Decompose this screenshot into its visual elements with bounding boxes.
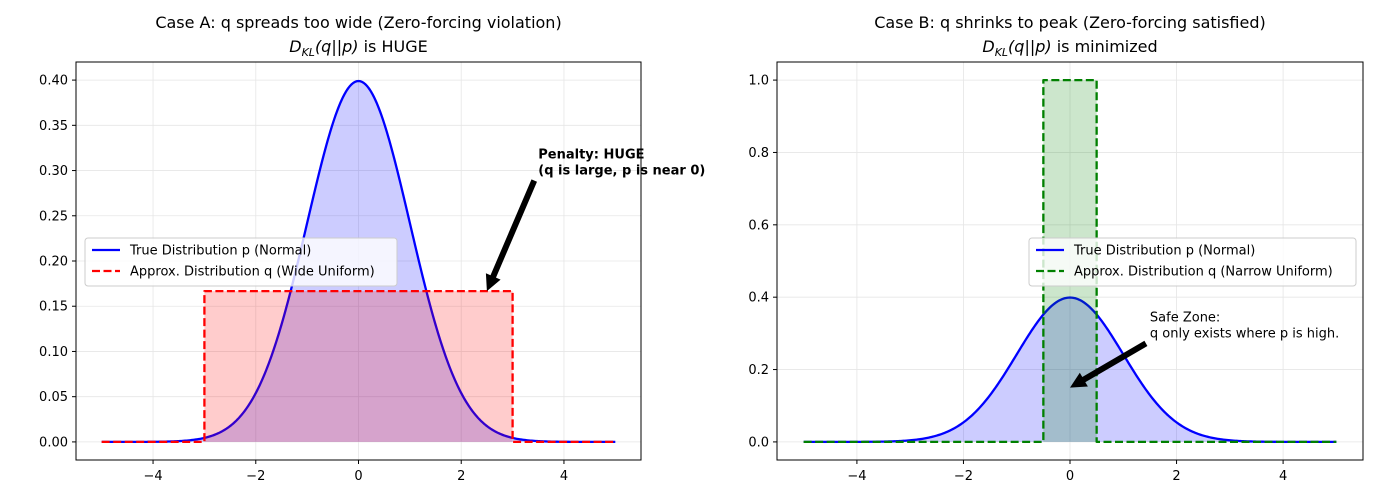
subtitle-argument: (q||p) xyxy=(1008,37,1052,56)
series-fill-2 xyxy=(101,291,616,442)
chart-title: Case A: q spreads too wide (Zero-forcing… xyxy=(155,13,561,32)
annotation-arrow xyxy=(485,179,537,292)
chart-subtitle: DKL(q||p) is HUGE xyxy=(289,37,427,59)
legend-label-1: True Distribution p (Normal) xyxy=(1073,244,1255,259)
x-tick-label: −2 xyxy=(954,469,973,484)
y-tick-label: 0.0 xyxy=(748,435,769,450)
y-tick-label: 0.15 xyxy=(39,300,68,315)
series-fill-1 xyxy=(803,297,1337,442)
legend: True Distribution p (Normal) Approx. Dist… xyxy=(1028,237,1357,287)
subtitle-subscript: KL xyxy=(302,46,315,59)
y-tick-label: 0.20 xyxy=(39,255,68,270)
chart-subtitle: DKL(q||p) is minimized xyxy=(982,37,1157,59)
y-tick-label: 0.4 xyxy=(748,291,769,306)
y-tick-label: 0.30 xyxy=(39,164,68,179)
x-tick-label: −2 xyxy=(246,469,265,484)
y-tick-label: 0.00 xyxy=(39,435,68,450)
y-tick-label: 0.25 xyxy=(39,209,68,224)
y-tick-label: 0.6 xyxy=(748,218,769,233)
annotation-text-2: (q is large, p is near 0) xyxy=(538,164,705,179)
x-tick-label: −4 xyxy=(143,469,162,484)
series-line-1 xyxy=(101,79,616,444)
annotation-text-1: Penalty: HUGE xyxy=(538,148,644,163)
annotation-text-2: q only exists where p is high. xyxy=(1150,326,1339,341)
y-tick-label: 0.35 xyxy=(39,119,68,134)
subtitle-suffix: is minimized xyxy=(1052,37,1158,56)
y-tick-label: 0.40 xyxy=(39,74,68,89)
legend-label-2: Approx. Distribution q (Narrow Uniform) xyxy=(1074,265,1333,280)
legend-box xyxy=(84,237,398,287)
y-tick-label: 0.05 xyxy=(39,390,68,405)
x-tick-label: 0 xyxy=(1066,469,1074,484)
legend-label-2: Approx. Distribution q (Wide Uniform) xyxy=(130,265,375,280)
y-tick-label: 0.8 xyxy=(748,146,769,161)
annotation-arrow xyxy=(1070,340,1148,388)
y-tick-label: 0.2 xyxy=(748,363,769,378)
subtitle-suffix: is HUGE xyxy=(359,37,428,56)
x-tick-label: 2 xyxy=(1172,469,1180,484)
series-line-2 xyxy=(803,78,1337,444)
y-tick-label: 0.10 xyxy=(39,345,68,360)
legend-box xyxy=(1028,237,1357,287)
y-tick-label: 1.0 xyxy=(748,74,769,89)
subtitle-argument: (q||p) xyxy=(315,37,359,56)
chart-title: Case B: q shrinks to peak (Zero-forcing … xyxy=(874,13,1266,32)
x-tick-label: 0 xyxy=(354,469,362,484)
legend: True Distribution p (Normal) Approx. Dist… xyxy=(84,237,398,287)
subtitle-symbol: D xyxy=(289,37,301,56)
x-tick-label: 2 xyxy=(457,469,465,484)
subtitle-subscript: KL xyxy=(995,46,1008,59)
chart-panel-1: −4 −2 0 2 4 0.00 0.05 0.10 0.15 0.20 0.25 0.30 0.35 0… xyxy=(39,13,705,484)
x-tick-label: −4 xyxy=(847,469,866,484)
legend-label-1: True Distribution p (Normal) xyxy=(129,244,311,259)
subtitle-symbol: D xyxy=(982,37,994,56)
x-tick-label: 4 xyxy=(560,469,568,484)
chart-panel-2: −4 −2 0 2 4 0.0 0.2 0.4 0.6 0.8 1.0 Case B: q shrin… xyxy=(748,13,1364,484)
series-line-2 xyxy=(101,289,616,444)
annotation-text-1: Safe Zone: xyxy=(1150,310,1220,325)
x-tick-label: 4 xyxy=(1279,469,1287,484)
